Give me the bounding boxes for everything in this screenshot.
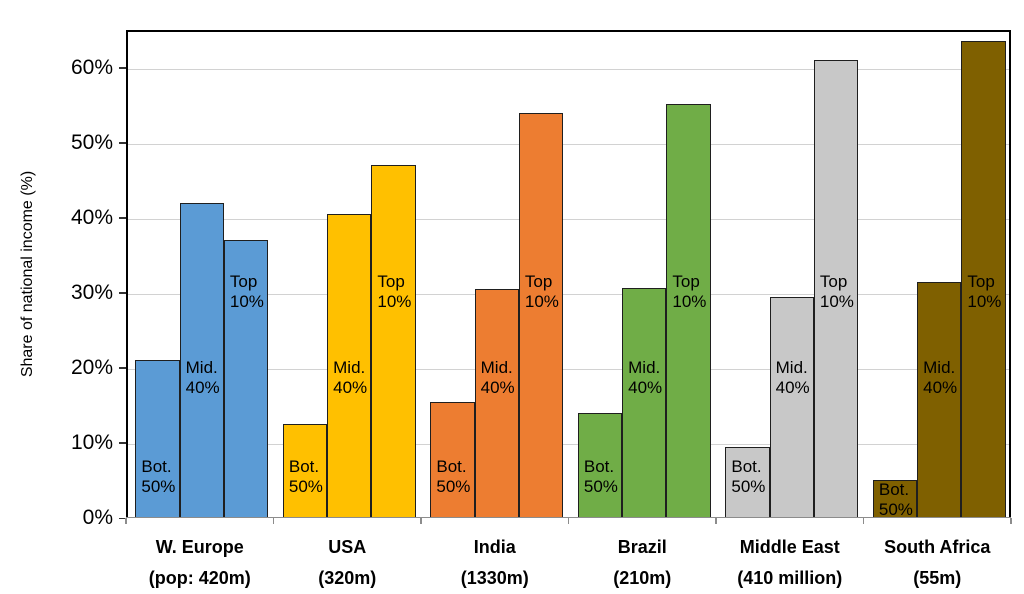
category-population: (1330m) [460, 568, 529, 588]
bar-segment-label-top10: Top 10% [672, 271, 707, 311]
category-population: (pop: 420m) [148, 568, 251, 588]
bar-middle40-brazil: Mid. 40% [622, 288, 667, 518]
bar-bottom50-south-africa: Bot. 50% [872, 480, 918, 520]
bar-segment-label-bottom50: Bot. 50% [878, 480, 913, 520]
gridline-40 [128, 219, 1009, 221]
y-tick-label-50: 50% [70, 130, 113, 154]
bar-segment-label-middle40: Mid. 40% [775, 358, 810, 398]
bar-segment-label-top10: Top 10% [377, 271, 412, 311]
bar-segment-label-top10: Top 10% [524, 271, 559, 311]
category-label-india: India (1330m) [421, 536, 569, 589]
bar-top10-middle-east: Top 10% [813, 60, 859, 518]
bar-segment-label-bottom50: Bot. 50% [141, 457, 176, 496]
y-tick [119, 367, 126, 369]
y-tick [119, 217, 126, 219]
y-tick [119, 67, 126, 69]
category-population: (210m) [613, 568, 672, 588]
y-tick-label-0: 0% [82, 506, 113, 529]
y-tick-label-30: 30% [70, 280, 113, 304]
gridline-60 [128, 69, 1009, 71]
category-name: Middle East [739, 537, 840, 557]
gridline-30 [128, 294, 1009, 296]
category-population: (320m) [318, 568, 377, 588]
x-tick [272, 518, 275, 524]
category-name: Brazil [617, 537, 667, 557]
plot-area: Bot. 50% Mid. 40% Top 10% Bot. 50% Mid. 40% T… [126, 30, 1011, 520]
bar-bottom50-w-europe: Bot. 50% [135, 360, 180, 518]
bar-bottom50-middle-east: Bot. 50% [725, 446, 770, 518]
gridline-50 [128, 144, 1009, 146]
x-tick [420, 518, 422, 524]
y-tick-label-60: 60% [70, 55, 113, 79]
x-tick [862, 518, 865, 524]
bar-segment-label-middle40: Mid. 40% [185, 358, 220, 398]
gridline-10 [128, 444, 1009, 446]
category-label-brazil: Brazil (210m) [569, 536, 717, 589]
gridline-20 [128, 369, 1009, 371]
bar-segment-label-top10: Top 10% [819, 271, 854, 311]
bar-bottom50-india: Bot. 50% [430, 401, 475, 518]
x-tick [567, 518, 570, 524]
bar-middle40-south-africa: Mid. 40% [917, 281, 962, 518]
bar-segment-label-middle40: Mid. 40% [333, 358, 368, 398]
y-tick [119, 142, 126, 144]
bar-top10-india: Top 10% [518, 112, 564, 518]
bar-segment-label-middle40: Mid. 40% [923, 358, 958, 398]
category-population: (55m) [913, 568, 962, 588]
category-name: W. Europe [155, 537, 244, 557]
bar-middle40-w-europe: Mid. 40% [179, 202, 224, 518]
x-tick [125, 518, 127, 524]
bar-segment-label-top10: Top 10% [967, 271, 1002, 311]
y-tick [119, 292, 126, 294]
category-label-w-europe: W. Europe (pop: 420m) [126, 536, 274, 589]
category-population: (410 million) [737, 568, 843, 588]
category-name: India [473, 537, 516, 557]
category-name: South Africa [884, 537, 991, 557]
category-name: USA [328, 537, 367, 557]
category-label-south-africa: South Africa (55m) [864, 536, 1012, 589]
bar-segment-label-bottom50: Bot. 50% [731, 457, 766, 496]
bar-bottom50-usa: Bot. 50% [282, 424, 328, 518]
bar-top10-brazil: Top 10% [666, 103, 711, 518]
bar-segment-label-middle40: Mid. 40% [480, 358, 515, 398]
category-label-usa: USA (320m) [274, 536, 422, 589]
bar-segment-label-middle40: Mid. 40% [628, 358, 663, 398]
y-tick-label-10: 10% [70, 430, 113, 454]
bar-top10-south-africa: Top 10% [961, 41, 1006, 518]
bar-middle40-india: Mid. 40% [474, 289, 519, 518]
bar-segment-label-bottom50: Bot. 50% [583, 457, 618, 496]
bar-segment-label-bottom50: Bot. 50% [288, 457, 323, 496]
bar-middle40-usa: Mid. 40% [327, 213, 372, 518]
bar-middle40-middle-east: Mid. 40% [769, 296, 814, 518]
y-tick [119, 442, 126, 444]
category-label-middle-east: Middle East (410 million) [716, 536, 864, 589]
bar-top10-usa: Top 10% [371, 165, 416, 518]
y-tick-label-20: 20% [70, 355, 113, 379]
x-tick [1010, 518, 1012, 524]
bar-top10-w-europe: Top 10% [223, 240, 269, 518]
x-axis-line [126, 516, 1011, 518]
y-axis-title: Share of national income (%) [19, 170, 36, 378]
bar-bottom50-brazil: Bot. 50% [577, 412, 623, 518]
y-tick [119, 517, 126, 519]
x-tick [715, 518, 717, 524]
y-tick-label-40: 40% [70, 205, 113, 229]
bar-segment-label-top10: Top 10% [229, 271, 264, 311]
bar-segment-label-bottom50: Bot. 50% [436, 457, 471, 496]
